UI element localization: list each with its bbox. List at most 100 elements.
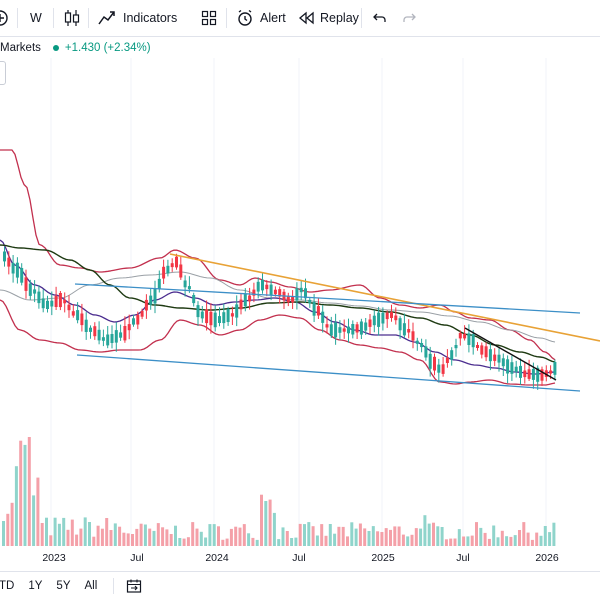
volume-bar (535, 532, 539, 546)
time-axis-label: 2023 (42, 552, 66, 564)
candle-body (58, 293, 62, 308)
chart-type-button[interactable] (63, 6, 81, 30)
volume-bar (333, 533, 337, 546)
top-toolbar: W Indicators (0, 0, 600, 37)
candle-body (243, 294, 247, 307)
candles-icon (64, 10, 80, 26)
candle-body (347, 326, 350, 334)
volume-bar (53, 517, 57, 546)
volume-bar (483, 532, 487, 546)
candle-body (192, 295, 196, 304)
candle-body (63, 300, 67, 304)
candle-body (101, 337, 105, 341)
volume-bar (83, 517, 87, 546)
redo-button[interactable] (401, 6, 417, 30)
volume-bar (320, 524, 324, 546)
candle-body (278, 289, 282, 297)
volume-bar (410, 534, 414, 546)
candle-body (89, 327, 92, 332)
volume-bar (449, 538, 453, 546)
volume-bar (156, 523, 160, 546)
alert-button[interactable]: Alert (236, 6, 286, 30)
candle-body (132, 318, 135, 325)
volume-bar (195, 528, 199, 546)
candle-body (67, 304, 71, 311)
candle-body (553, 362, 557, 375)
range-all[interactable]: All (84, 580, 98, 592)
candle-body (316, 306, 320, 316)
candle-body (428, 353, 432, 369)
add-symbol-button[interactable] (0, 6, 10, 30)
volume-bar (199, 531, 203, 546)
volume-bar (440, 527, 444, 546)
candle-body (390, 312, 393, 318)
volume-bar (178, 538, 182, 546)
volume-bar (414, 528, 418, 546)
candle-body (450, 350, 454, 360)
volume-bar (457, 529, 461, 546)
volume-bar (135, 528, 139, 546)
candle-body (531, 368, 535, 380)
volume-bar (397, 526, 401, 546)
candle-body (114, 330, 118, 343)
volume-bar (363, 528, 367, 546)
volume-bar (389, 529, 392, 546)
candle-body (84, 319, 88, 332)
volume-bar (492, 525, 496, 546)
volume-bar (393, 526, 397, 546)
volume-bar (75, 534, 79, 546)
candle-body (480, 345, 484, 355)
volume-bar (466, 536, 470, 546)
replay-button[interactable]: Replay (298, 6, 359, 30)
volume-bar (406, 536, 410, 546)
undo-button[interactable] (372, 6, 388, 30)
templates-button[interactable] (201, 6, 217, 30)
candle-body (484, 346, 488, 358)
volume-bar (204, 537, 208, 546)
candle-body (381, 312, 385, 324)
date-range-button[interactable] (126, 578, 142, 594)
redo-icon (403, 13, 416, 22)
candle-body (536, 367, 540, 382)
volume-bar (260, 494, 263, 546)
candle-body (321, 311, 325, 323)
volume-bar (62, 517, 66, 546)
time-axis-label: Jul (292, 552, 305, 564)
legend-collapse-button[interactable] (0, 61, 6, 85)
volume-bar (19, 440, 23, 546)
volume-bar (32, 495, 36, 546)
undo-icon (373, 13, 386, 22)
candle-body (261, 279, 264, 291)
volume-bar (109, 530, 113, 546)
volume-bar (432, 522, 435, 546)
candle-body (493, 354, 497, 361)
range-5y[interactable]: 5Y (56, 580, 71, 592)
range-1y[interactable]: 1Y (28, 580, 43, 592)
candle-body (510, 362, 514, 374)
candle-body (437, 364, 441, 373)
candle-body (196, 305, 200, 318)
candle-body (144, 299, 148, 311)
volume-bar (143, 524, 147, 546)
candle-body (269, 284, 273, 296)
indicators-button[interactable]: Indicators (97, 6, 177, 30)
volume-bar (131, 534, 134, 546)
volume-bar (277, 539, 281, 546)
volume-bar (122, 532, 126, 546)
candle-body (41, 298, 45, 309)
volume-bar (272, 512, 276, 546)
volume-bar (208, 524, 212, 546)
symbol-legend[interactable]: Markets +1.430 (+2.34%) (0, 40, 151, 56)
candle-body (33, 289, 37, 294)
volume-bar (354, 528, 358, 546)
volume-bar (10, 502, 14, 546)
volume-bar (264, 501, 268, 546)
candle-body (463, 333, 467, 339)
candle-body (213, 312, 217, 328)
candle-body (523, 370, 527, 378)
range-ytd[interactable]: TD (0, 580, 15, 592)
candle-body (364, 322, 368, 331)
candle-body (97, 329, 101, 341)
interval-button[interactable]: W (30, 6, 42, 30)
